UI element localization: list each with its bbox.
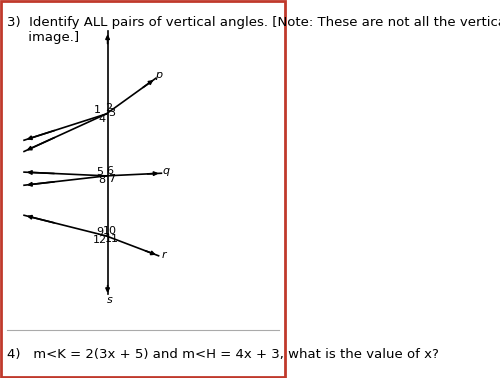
Text: 9: 9: [96, 227, 103, 237]
Text: 12: 12: [93, 235, 107, 245]
Text: s: s: [107, 295, 112, 305]
Text: 2: 2: [105, 103, 112, 113]
Text: 4)   m<K = 2(3x + 5) and m<H = 4x + 3, what is the value of x?: 4) m<K = 2(3x + 5) and m<H = 4x + 3, wha…: [7, 349, 439, 361]
Text: 4: 4: [98, 114, 105, 124]
Text: 3)  Identify ALL pairs of vertical angles. [Note: These are not all the vertical: 3) Identify ALL pairs of vertical angles…: [7, 16, 500, 29]
Text: 5: 5: [96, 167, 103, 177]
Text: 6: 6: [106, 166, 113, 177]
Text: 11: 11: [105, 234, 119, 244]
Text: 7: 7: [108, 174, 116, 184]
Text: 1: 1: [94, 105, 101, 115]
Text: 3: 3: [108, 108, 115, 118]
Text: image.]: image.]: [7, 31, 79, 44]
Text: r: r: [162, 249, 166, 260]
Text: p: p: [155, 70, 162, 80]
Text: q: q: [163, 166, 170, 177]
Text: 10: 10: [103, 226, 117, 236]
Text: 8: 8: [98, 175, 105, 184]
